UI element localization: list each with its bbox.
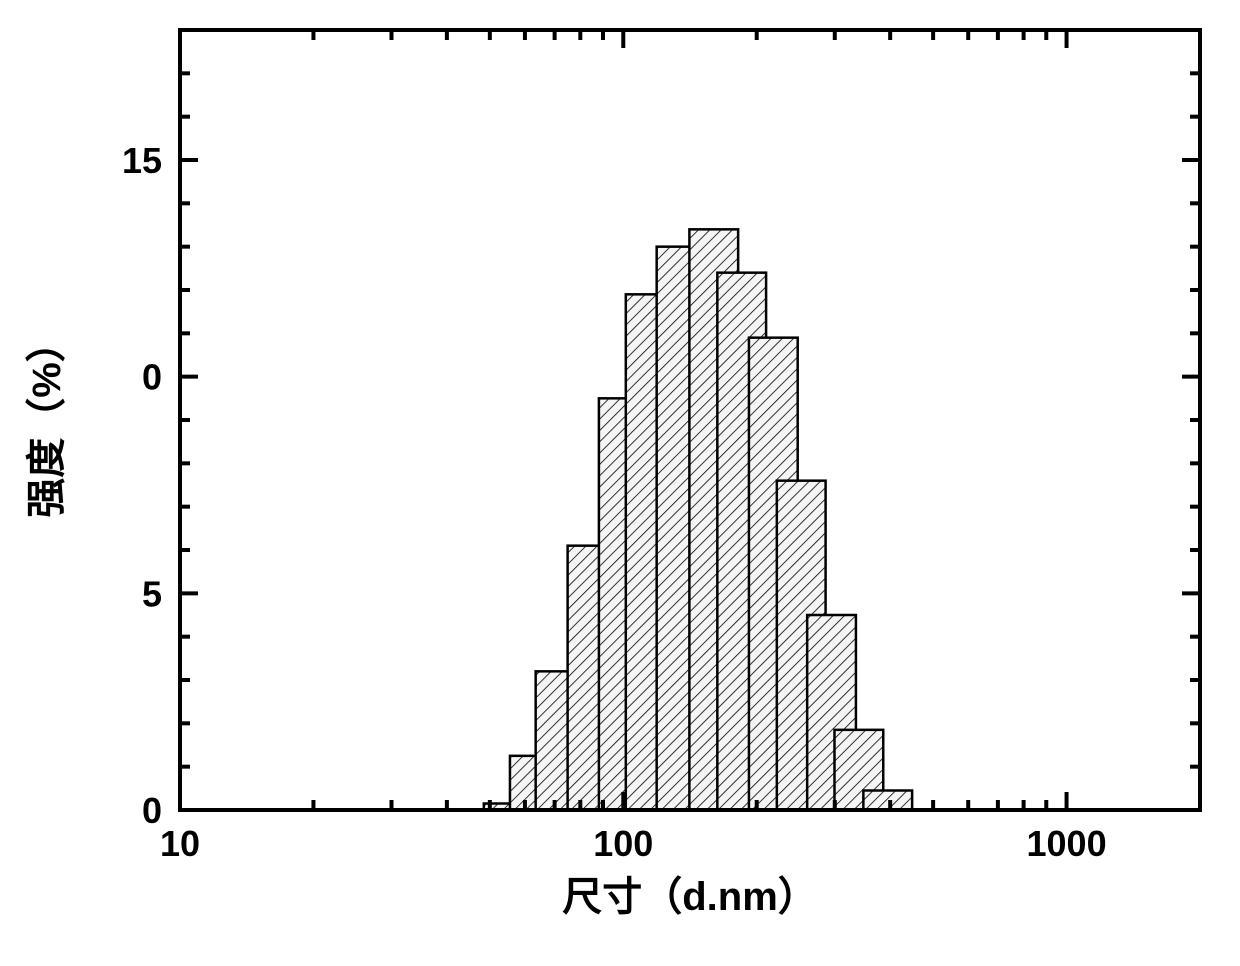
histogram-chart: 10 100 1000 尺寸（d.nm） 0 5 0 15 强度（%） — [0, 0, 1240, 966]
y-tick-label: 5 — [142, 573, 162, 614]
y-tick-label: 0 — [142, 790, 162, 831]
x-axis-title: 尺寸（d.nm） — [562, 875, 818, 919]
y-tick-label: 15 — [122, 140, 162, 181]
x-tick-label: 100 — [593, 823, 653, 864]
y-tick-label: 0 — [142, 357, 162, 398]
x-tick-label: 10 — [160, 823, 200, 864]
bar — [863, 791, 912, 811]
x-tick-label: 1000 — [1027, 823, 1107, 864]
y-axis-title: 强度（%） — [25, 322, 69, 518]
